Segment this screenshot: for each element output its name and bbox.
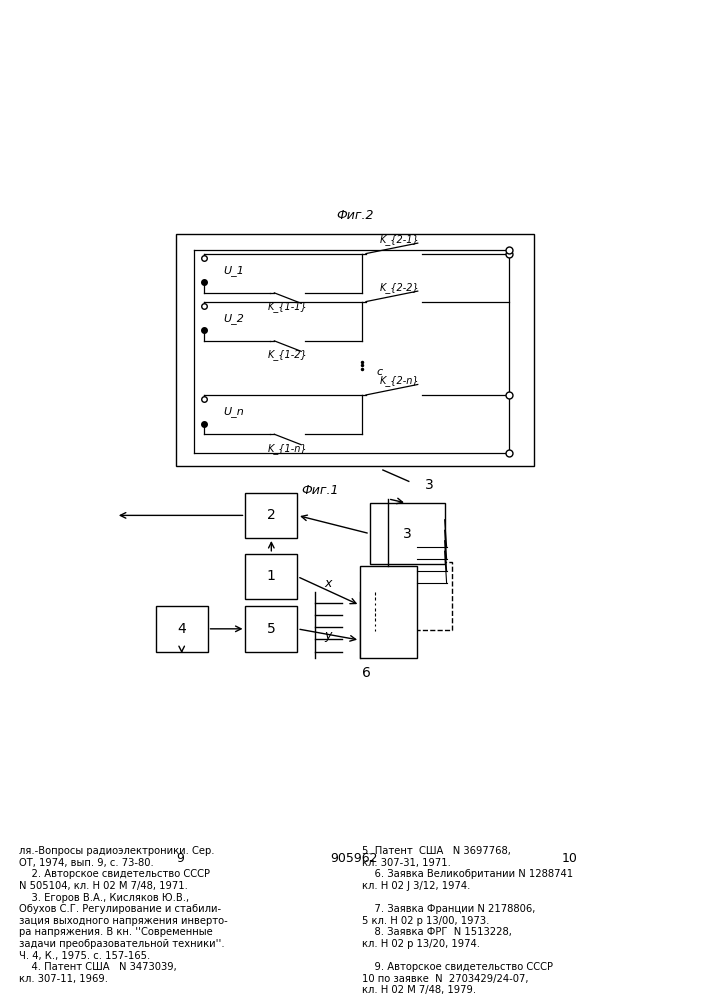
Text: 1: 1 <box>267 569 276 583</box>
Text: 4: 4 <box>177 622 186 636</box>
Text: 5: 5 <box>267 622 276 636</box>
Bar <box>176 234 534 466</box>
Bar <box>411 562 452 630</box>
Text: U_n: U_n <box>223 406 244 417</box>
Text: c: c <box>377 367 383 377</box>
Text: K_{1-n}: K_{1-n} <box>267 443 307 454</box>
Bar <box>370 503 445 564</box>
Text: Фиг.2: Фиг.2 <box>337 209 374 222</box>
Text: ля.-Вопросы радиоэлектроники. Сер.
ОТ, 1974, вып. 9, с. 73-80.
    2. Авторское : ля.-Вопросы радиоэлектроники. Сер. ОТ, 1… <box>19 846 228 984</box>
Bar <box>245 493 297 538</box>
Text: 9: 9 <box>177 852 185 865</box>
Text: K_{1-1}: K_{1-1} <box>267 301 307 312</box>
Text: 6: 6 <box>361 666 370 680</box>
Text: y: y <box>325 629 332 642</box>
Text: K_{2-2}: K_{2-2} <box>380 282 420 293</box>
Text: U_1: U_1 <box>223 265 245 276</box>
Text: U_2: U_2 <box>223 313 245 324</box>
Bar <box>245 606 297 652</box>
Text: 2: 2 <box>267 508 276 522</box>
Text: K_{2-n}: K_{2-n} <box>380 376 420 386</box>
Bar <box>156 606 208 652</box>
Text: 5. Патент  США   N 3697768,
кл. 307-31, 1971.
    6. Заявка Великобритании N 128: 5. Патент США N 3697768, кл. 307-31, 197… <box>362 846 573 995</box>
Text: Фиг.1: Фиг.1 <box>301 484 339 497</box>
Text: K_{2-1}: K_{2-1} <box>380 234 420 245</box>
Text: 10: 10 <box>561 852 577 865</box>
Text: 3: 3 <box>425 478 434 492</box>
Text: x: x <box>325 577 332 590</box>
Text: K_{1-2}: K_{1-2} <box>267 349 307 360</box>
Text: 905962: 905962 <box>330 852 378 865</box>
Text: 3: 3 <box>403 527 411 541</box>
Bar <box>360 566 416 658</box>
Bar <box>245 554 297 599</box>
